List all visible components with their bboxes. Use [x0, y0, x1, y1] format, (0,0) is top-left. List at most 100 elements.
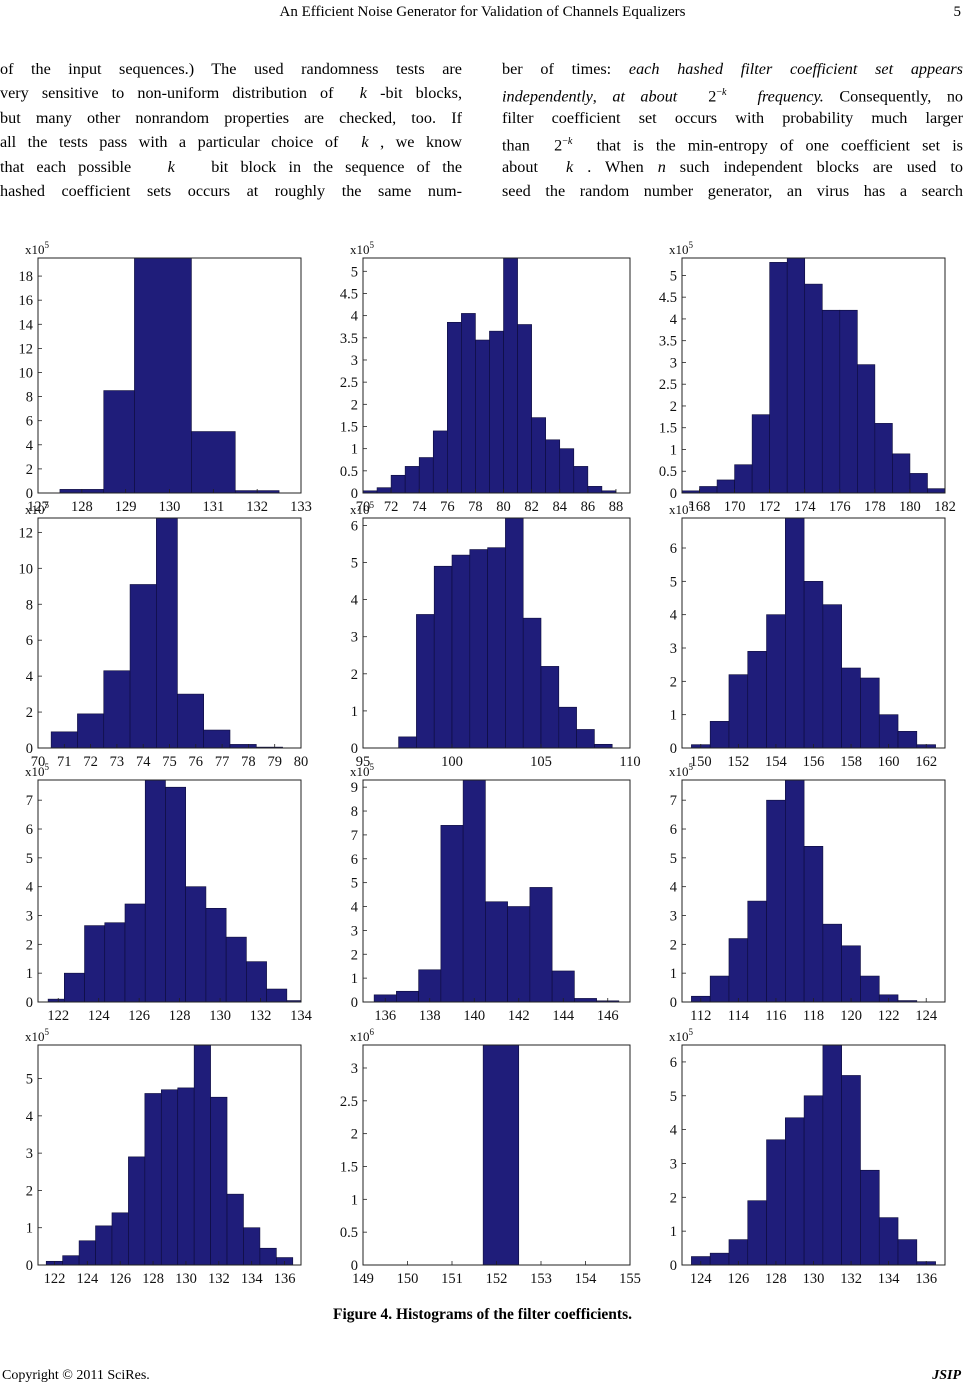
x-tick-label: 82 — [524, 499, 539, 515]
histogram-panel: 0 1 2 3 4 5 6 7 112 114 116 118 120 122 124 x105 — [669, 762, 946, 1024]
x-tick-label: 128 — [142, 1271, 164, 1287]
histogram-bar — [716, 479, 735, 494]
y-tick-label: 4 — [26, 669, 34, 685]
page-number: 5 — [953, 4, 962, 20]
x-tick-label: 178 — [864, 499, 886, 515]
histogram-bar — [540, 666, 560, 749]
x-tick-label: 180 — [899, 499, 921, 515]
histogram-panel: 0 1 2 3 4 5 6 95 100 105 110 x105 — [350, 500, 641, 770]
x-tick-label: 80 — [294, 754, 309, 770]
x-tick-label: 73 — [110, 754, 125, 770]
x-tick-label: 124 — [690, 1271, 713, 1287]
y-tick-label: 6 — [26, 633, 33, 649]
x-tick-label: 118 — [803, 1008, 824, 1024]
y-tick-label: 1 — [351, 1192, 358, 1208]
histogram-bar — [177, 1087, 195, 1266]
y-tick-label: 4 — [670, 1123, 678, 1139]
x-tick-label: 158 — [840, 754, 862, 770]
y-tick-label: 1.5 — [340, 1159, 358, 1175]
y-tick-label: 1 — [351, 442, 358, 458]
x-tick-label: 100 — [441, 754, 463, 770]
x-tick-label: 78 — [468, 499, 483, 515]
histogram-bar — [193, 1044, 211, 1266]
x-tick-label: 152 — [727, 754, 749, 770]
y-tick-label: 2 — [26, 462, 33, 478]
y-tick-label: 4 — [670, 312, 678, 328]
histogram-bar — [451, 554, 471, 749]
y-tick-label: 3 — [351, 1061, 358, 1077]
histogram-bar — [205, 907, 227, 1003]
y-tick-label: 3.5 — [340, 331, 358, 347]
y-tick-label: 1 — [670, 966, 677, 982]
y-tick-label: 0 — [351, 995, 358, 1011]
histogram-bar — [576, 729, 595, 749]
histogram-bar — [124, 903, 146, 1003]
x-tick-label: 144 — [552, 1008, 575, 1024]
histogram-bar — [259, 1247, 277, 1266]
histogram-panel: 0 1 2 3 4 5 122 124 126 128 130 132 134 136 x105 — [25, 1027, 302, 1287]
x-tick-label: 133 — [290, 499, 312, 515]
histogram-bar — [785, 517, 805, 749]
axis-exponent-label: x105 — [25, 240, 50, 257]
histogram-bar — [545, 439, 561, 494]
figure-histograms: 0 2 4 6 8 10 12 14 16 18 127 128 129 130 131 132 133 x105… — [0, 240, 965, 1290]
x-tick-label: 128 — [765, 1271, 787, 1287]
y-tick-label: 2 — [670, 399, 677, 415]
histogram-bar — [462, 779, 486, 1003]
histogram-bar — [841, 667, 861, 749]
x-tick-label: 153 — [530, 1271, 552, 1287]
y-tick-label: 16 — [19, 293, 34, 309]
y-tick-label: 0.5 — [340, 1225, 358, 1241]
x-tick-label: 122 — [47, 1008, 69, 1024]
x-tick-label: 71 — [57, 754, 72, 770]
histogram-bar — [878, 714, 899, 749]
y-tick-label: 3 — [351, 353, 358, 369]
x-tick-label: 114 — [728, 1008, 750, 1024]
page-header: An Efficient Noise Generator for Validat… — [0, 4, 965, 24]
text-line: very sensitive to non-uniform distributi… — [0, 84, 462, 103]
x-tick-label: 134 — [241, 1271, 264, 1287]
axis-exponent-label: x105 — [25, 1027, 50, 1044]
journal-name: JSIP — [932, 1368, 961, 1383]
histogram-bar — [191, 431, 236, 494]
histogram-bar — [574, 998, 597, 1003]
histogram-bar — [229, 744, 257, 749]
text-line: but many other nonrandom properties are … — [0, 108, 462, 127]
histogram-bar — [376, 487, 392, 494]
y-tick-label: 0 — [351, 741, 358, 757]
x-tick-label: 122 — [44, 1271, 66, 1287]
y-tick-label: 4 — [351, 900, 359, 916]
histogram-bar — [203, 729, 231, 749]
histogram-bar — [699, 486, 718, 494]
y-tick-label: 2 — [26, 1183, 33, 1199]
x-tick-label: 142 — [508, 1008, 530, 1024]
left-column-text: of the input sequences.) The used random… — [0, 57, 462, 203]
x-tick-label: 105 — [530, 754, 552, 770]
text-line: than 2−k that is the min-entropy of one … — [502, 136, 963, 155]
axis-exponent-label: x105 — [669, 762, 694, 779]
histogram-bar — [398, 736, 417, 749]
histogram-bar — [892, 453, 911, 494]
histogram-bar — [416, 614, 435, 749]
x-tick-label: 136 — [274, 1271, 296, 1287]
axis-exponent-label: x105 — [669, 1027, 694, 1044]
histogram-bar — [897, 1239, 918, 1266]
x-tick-label: 70 — [31, 754, 46, 770]
x-tick-label: 132 — [208, 1271, 230, 1287]
histogram-panel: 0 2 4 6 8 10 12 70 71 72 73 74 75 76 77 78 79 80 x105 — [19, 500, 309, 770]
histogram-bar — [246, 961, 267, 1003]
x-tick-label: 154 — [575, 1271, 598, 1287]
axis-exponent-label: x105 — [25, 762, 50, 779]
y-tick-label: 2 — [351, 667, 358, 683]
y-tick-label: 1 — [670, 708, 677, 724]
y-tick-label: 18 — [19, 269, 34, 285]
histogram-bar — [897, 731, 918, 749]
y-tick-label: 6 — [670, 1055, 677, 1071]
x-tick-label: 112 — [690, 1008, 711, 1024]
histogram-bar — [485, 901, 508, 1003]
y-tick-label: 2 — [351, 947, 358, 963]
histogram-bar — [134, 257, 192, 494]
histogram-bar — [804, 283, 823, 494]
axes-frame — [362, 517, 631, 749]
histogram-panel: 0 1 2 3 4 5 6 7 122 124 126 128 130 132 134 x105 — [25, 762, 313, 1024]
